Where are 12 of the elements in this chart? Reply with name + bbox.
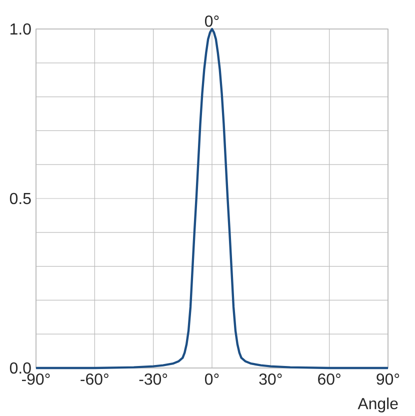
- x-tick-label: 60°: [318, 374, 340, 385]
- x-tick-label: 90°: [376, 374, 400, 385]
- y-tick-label: 1.0: [10, 23, 31, 35]
- x-tick-label: -30°: [139, 374, 168, 385]
- y-tick-label: 0.5: [10, 192, 31, 204]
- x-tick-label: 0°: [205, 374, 219, 385]
- y-tick-label: 0.0: [10, 362, 31, 374]
- x-tick-label: 30°: [259, 374, 282, 385]
- x-tick-label: -60°: [80, 374, 108, 385]
- x-axis-title: Angle: [358, 398, 398, 412]
- annotation: 0°: [205, 16, 219, 27]
- x-tick-label: -90°: [22, 374, 50, 385]
